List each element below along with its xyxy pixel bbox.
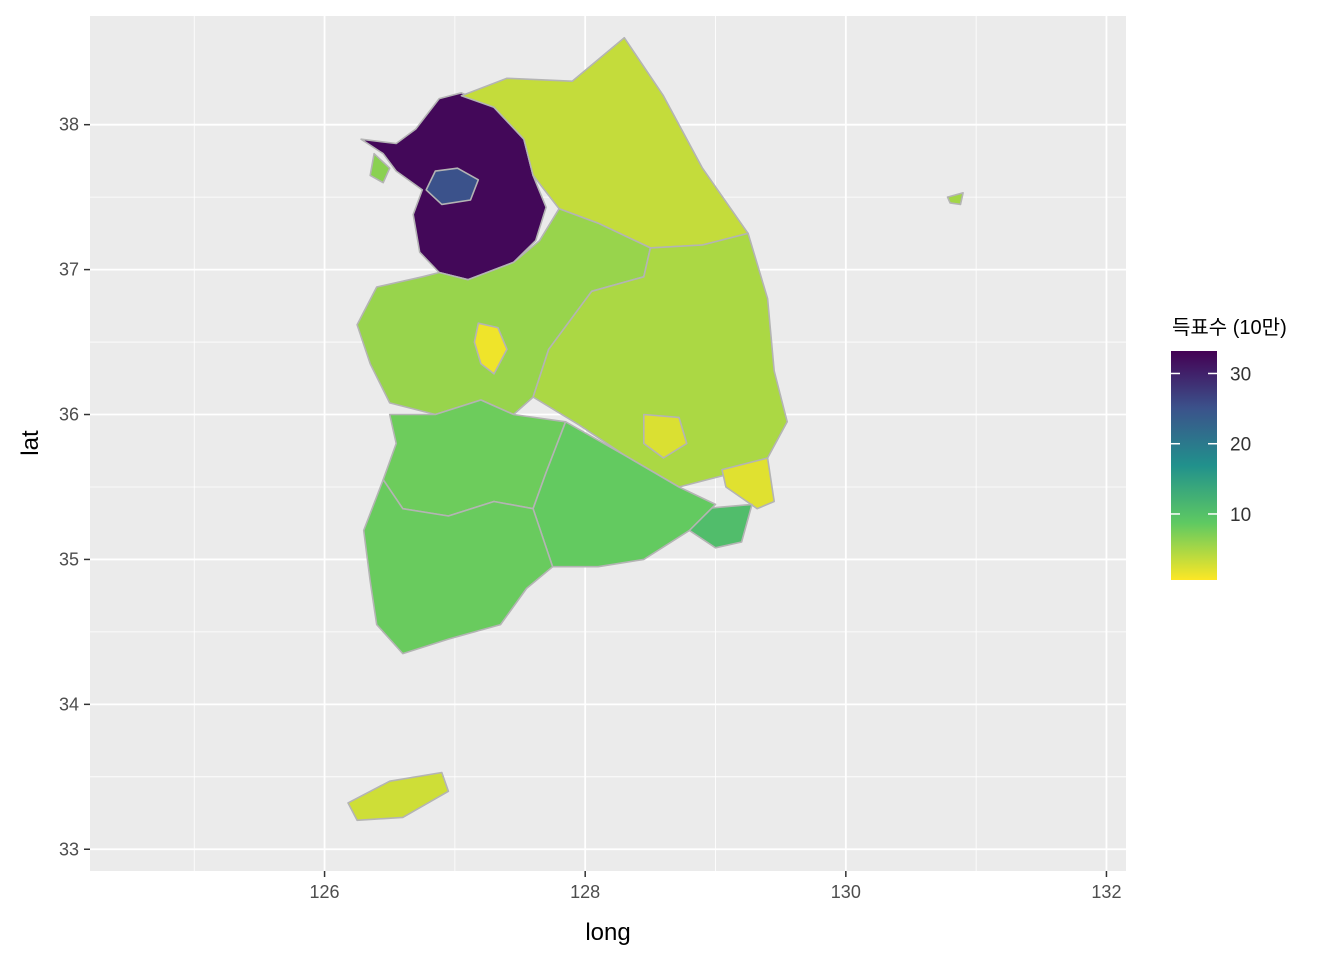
y-tick-label: 33 (59, 839, 79, 859)
x-tick-label: 132 (1091, 882, 1121, 902)
map-region (369, 152, 391, 184)
map-region (362, 478, 554, 655)
y-tick-label: 38 (59, 115, 79, 135)
x-tick-label: 130 (831, 882, 861, 902)
y-tick-label: 35 (59, 549, 79, 569)
map-region (473, 322, 508, 375)
legend-tick-label: 10 (1230, 505, 1251, 526)
y-axis-title: lat (17, 430, 44, 456)
map-region (347, 771, 450, 822)
x-axis: 126 128 130 132 (310, 871, 1121, 902)
map-region (532, 232, 789, 488)
y-tick-label: 36 (59, 405, 79, 425)
legend-colorbar (1171, 351, 1217, 580)
legend-tick-label: 20 (1230, 435, 1251, 456)
x-tick-label: 126 (310, 882, 340, 902)
map-region (946, 192, 964, 206)
map-region (532, 420, 717, 568)
legend-title: 득표수 (10만) (1172, 316, 1287, 339)
x-tick-label: 128 (570, 882, 600, 902)
y-tick-label: 37 (59, 260, 79, 280)
map-region (425, 167, 480, 206)
map-region (721, 457, 776, 510)
map-region (356, 207, 652, 416)
x-axis-title: long (585, 919, 630, 946)
legend: 득표수 (10만) 10 20 30 (1171, 316, 1287, 580)
map-region (642, 413, 688, 459)
y-tick-label: 34 (59, 694, 79, 714)
y-axis: 33 34 35 36 37 38 (59, 115, 90, 859)
map-regions (347, 36, 964, 822)
legend-tick-label: 30 (1230, 364, 1251, 385)
legend-ticks: 10 20 30 (1171, 364, 1251, 526)
